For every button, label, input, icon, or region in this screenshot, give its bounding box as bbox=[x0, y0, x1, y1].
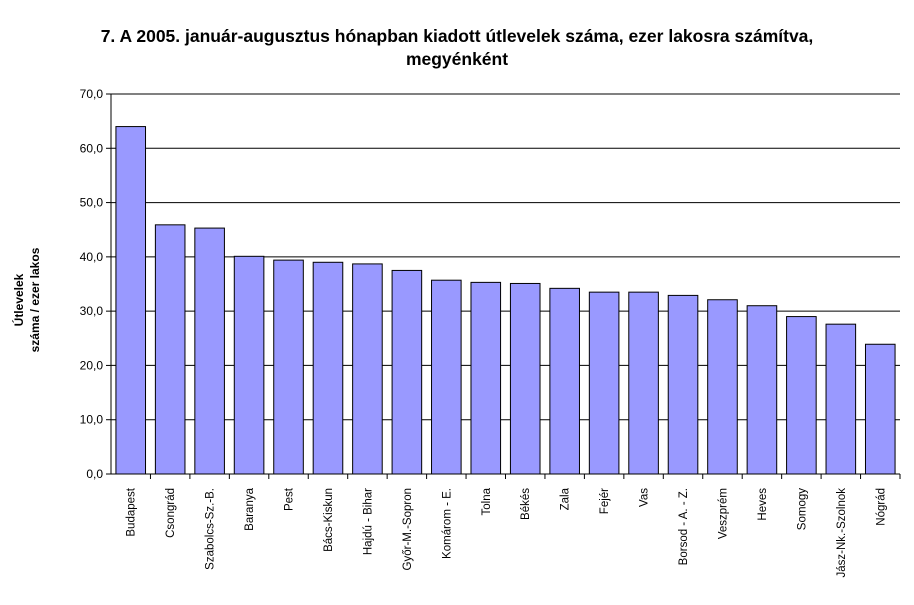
x-category-label: Tolna bbox=[481, 487, 493, 515]
x-category-label: Nógrád bbox=[875, 488, 887, 526]
bar bbox=[628, 291, 659, 475]
bar bbox=[509, 282, 541, 475]
x-category-label: Szabolcs-Sz.-B. bbox=[205, 488, 217, 570]
x-category-label: Komárom - E. bbox=[441, 488, 453, 559]
y-tick-label: 60,0 bbox=[80, 141, 104, 155]
x-category-label: Csongrád bbox=[165, 488, 177, 538]
chart-title-line1: 7. A 2005. január-augusztus hónapban kia… bbox=[100, 26, 814, 46]
y-tick-label: 30,0 bbox=[80, 304, 104, 318]
y-tick-label: 0,0 bbox=[86, 467, 103, 481]
bar bbox=[115, 126, 147, 475]
x-category-label: Bács-Kiskun bbox=[323, 488, 335, 552]
bar bbox=[864, 343, 896, 475]
bar bbox=[786, 316, 817, 475]
chart-title: 7. A 2005. január-augusztus hónapban kia… bbox=[0, 25, 914, 71]
bar bbox=[825, 323, 857, 475]
x-category-label: Somogy bbox=[796, 488, 808, 530]
x-category-label: Zala bbox=[560, 487, 572, 510]
x-category-label: Veszprém bbox=[717, 488, 729, 539]
bar bbox=[312, 261, 344, 475]
bar bbox=[707, 299, 738, 475]
bar bbox=[154, 224, 186, 475]
x-category-label: Győr-M.-Sopron bbox=[402, 488, 414, 570]
x-category-label: Fejér bbox=[599, 488, 611, 514]
bar bbox=[549, 287, 580, 475]
x-category-label: Jász-Nk.-Szolnok bbox=[836, 488, 848, 578]
bar bbox=[470, 281, 502, 475]
y-tick-label: 50,0 bbox=[80, 196, 104, 210]
y-tick-label: 70,0 bbox=[80, 87, 104, 101]
bar bbox=[746, 305, 778, 475]
x-category-label: Budapest bbox=[126, 487, 138, 536]
x-category-label: Hajdú - Bihar bbox=[362, 488, 374, 555]
bar bbox=[588, 291, 620, 475]
y-tick-label: 20,0 bbox=[80, 358, 104, 372]
bar bbox=[233, 255, 265, 475]
x-category-label: Baranya bbox=[244, 487, 256, 530]
y-tick-label: 10,0 bbox=[80, 413, 104, 427]
bar bbox=[667, 294, 699, 475]
x-category-label: Békés bbox=[520, 488, 532, 520]
x-category-label: Heves bbox=[757, 488, 769, 521]
bar bbox=[391, 269, 423, 475]
x-category-label: Pest bbox=[284, 487, 296, 511]
bar bbox=[431, 279, 462, 475]
bar bbox=[194, 227, 225, 475]
bar bbox=[273, 259, 304, 475]
x-category-label: Vas bbox=[639, 488, 651, 507]
chart-title-line2: megyénként bbox=[405, 49, 509, 69]
y-tick-label: 40,0 bbox=[80, 250, 104, 264]
x-category-label: Borsod - A. - Z. bbox=[678, 488, 690, 565]
bar bbox=[352, 263, 383, 475]
